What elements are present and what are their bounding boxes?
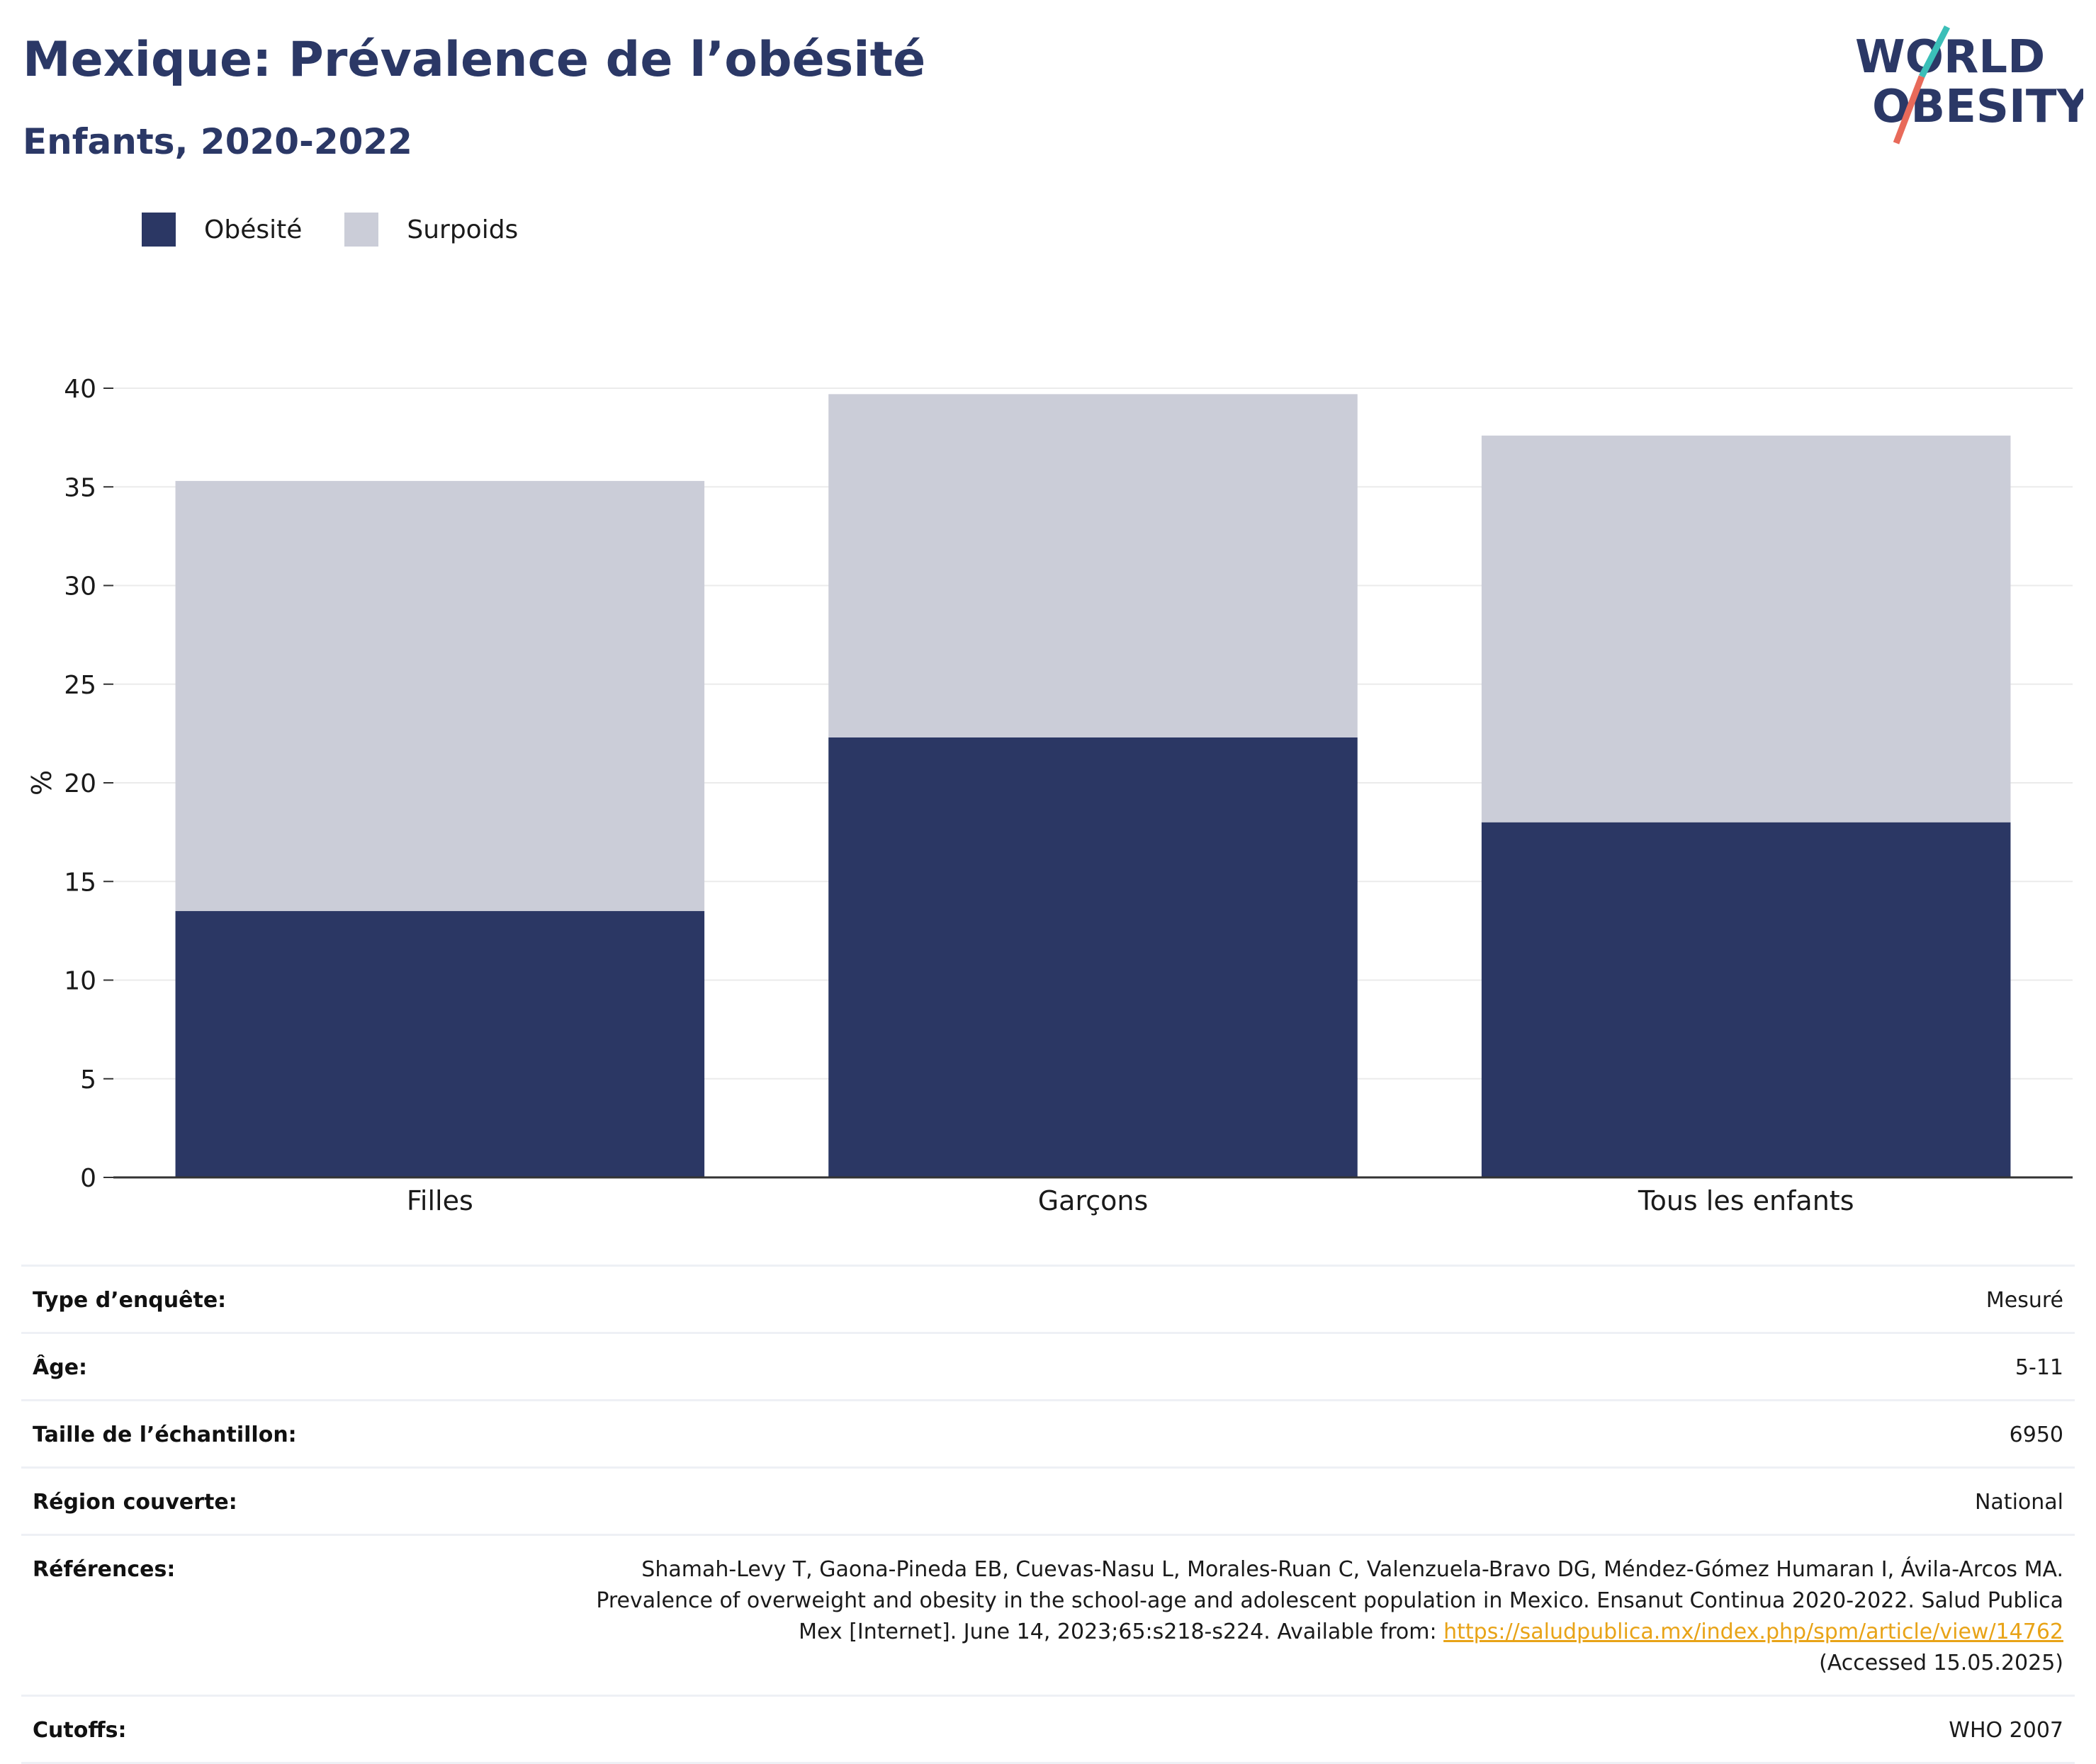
- y-tick-label: 10: [64, 967, 96, 996]
- meta-label-survey-type: Type d’enquête:: [33, 1288, 227, 1313]
- logo-word-world: WORLD: [1855, 31, 2045, 84]
- reference-text: Shamah-Levy T, Gaona-Pineda EB, Cuevas-N…: [596, 1557, 2063, 1644]
- meta-row-region: Région couverte: National: [21, 1469, 2075, 1536]
- meta-row-age: Âge: 5-11: [21, 1334, 2075, 1401]
- meta-value-age: 5-11: [2015, 1355, 2063, 1380]
- meta-label-age: Âge:: [33, 1355, 88, 1380]
- meta-row-cutoffs: Cutoffs: WHO 2007: [21, 1697, 2075, 1764]
- y-tick-label: 25: [64, 671, 96, 700]
- metadata-table: Type d’enquête: Mesuré Âge: 5-11 Taille …: [21, 1265, 2075, 1764]
- bar-obesity[interactable]: [175, 911, 705, 1177]
- page-title: Mexique: Prévalence de l’obésité: [23, 32, 926, 88]
- x-tick-label: Tous les enfants: [1638, 1185, 1854, 1216]
- chart-legend: Obésité Surpoids: [142, 213, 560, 247]
- legend-item-obesity[interactable]: Obésité: [142, 213, 302, 247]
- meta-label-sample-size: Taille de l’échantillon:: [33, 1423, 297, 1447]
- bar-obesity[interactable]: [1481, 822, 2011, 1177]
- legend-swatch-overweight: [344, 213, 379, 247]
- meta-label-cutoffs: Cutoffs:: [33, 1718, 127, 1743]
- x-tick-label: Garçons: [1038, 1185, 1149, 1216]
- bar-overweight[interactable]: [1481, 435, 2011, 822]
- y-tick-label: 20: [64, 769, 96, 798]
- meta-row-sample-size: Taille de l’échantillon: 6950: [21, 1401, 2075, 1469]
- y-axis-label: %: [26, 770, 57, 796]
- legend-item-overweight[interactable]: Surpoids: [344, 213, 518, 247]
- meta-value-survey-type: Mesuré: [1985, 1288, 2063, 1313]
- legend-label-overweight: Surpoids: [407, 215, 519, 244]
- legend-label-obesity: Obésité: [204, 215, 303, 244]
- reference-link[interactable]: https://saludpublica.mx/index.php/spm/ar…: [1443, 1619, 2063, 1644]
- meta-value-references: Shamah-Levy T, Gaona-Pineda EB, Cuevas-N…: [575, 1554, 2063, 1679]
- bar-overweight[interactable]: [828, 394, 1358, 737]
- page-subtitle: Enfants, 2020-2022: [23, 121, 412, 162]
- meta-label-region: Région couverte:: [33, 1490, 237, 1515]
- bar-obesity[interactable]: [828, 737, 1358, 1177]
- world-obesity-logo: WORLD OBESITY: [1855, 25, 2083, 145]
- y-tick-label: 15: [64, 868, 96, 897]
- bar-overweight[interactable]: [175, 480, 705, 912]
- legend-swatch-obesity: [142, 213, 176, 247]
- y-tick-label: 40: [64, 375, 96, 404]
- y-tick-label: 35: [64, 473, 96, 502]
- y-tick-label: 30: [64, 572, 96, 601]
- meta-value-cutoffs: WHO 2007: [1949, 1718, 2063, 1743]
- stacked-bar-chart: 0 5 10 15 20 25 30 35 40% Filles Garçons Tous les e…: [26, 375, 2073, 1216]
- reference-accessed: (Accessed 15.05.2025): [1819, 1651, 2063, 1675]
- meta-label-references: Références:: [33, 1557, 176, 1582]
- y-tick-label: 0: [80, 1164, 96, 1193]
- meta-value-sample-size: 6950: [2009, 1423, 2063, 1447]
- x-tick-label: Filles: [407, 1185, 473, 1216]
- meta-row-references: Références: Shamah-Levy T, Gaona-Pineda …: [21, 1536, 2075, 1697]
- meta-value-region: National: [1974, 1490, 2063, 1515]
- meta-row-survey-type: Type d’enquête: Mesuré: [21, 1267, 2075, 1334]
- y-tick-label: 5: [80, 1065, 96, 1095]
